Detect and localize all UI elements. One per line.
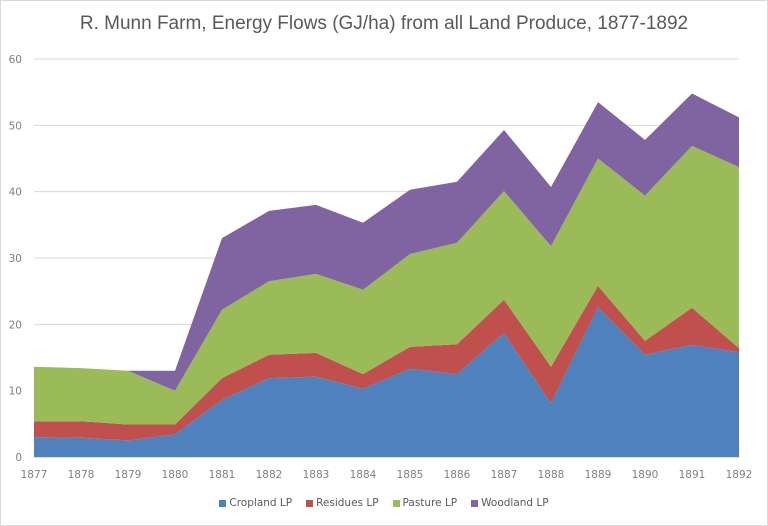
area-pasture-lp	[34, 145, 739, 425]
x-tick-label: 1878	[68, 469, 95, 481]
x-tick-label: 1885	[397, 469, 424, 481]
x-tick-label: 1887	[491, 469, 518, 481]
area-residues-lp	[34, 285, 739, 441]
y-tick-label: 40	[9, 187, 22, 199]
y-axis-ticks: 0 10 20 30 40 50 60	[9, 54, 22, 464]
area-cropland-lp	[34, 307, 739, 457]
x-tick-label: 1888	[538, 469, 565, 481]
legend-item: Pasture LP	[392, 497, 458, 509]
y-tick-label: 10	[9, 386, 22, 398]
x-tick-label: 1889	[585, 469, 612, 481]
x-tick-label: 1880	[162, 469, 189, 481]
legend-swatch	[306, 499, 314, 507]
y-tick-label: 0	[15, 452, 22, 464]
x-tick-label: 1884	[350, 469, 377, 481]
chart-legend: Cropland LP Residues LP Pasture LP Woodland…	[0, 497, 768, 509]
chart-title: R. Munn Farm, Energy Flows (GJ/ha) from …	[79, 13, 689, 34]
area-woodland-lp	[34, 93, 739, 391]
legend-label: Cropland LP	[229, 497, 293, 509]
x-tick-label: 1879	[115, 469, 142, 481]
x-tick-label: 1892	[726, 469, 753, 481]
x-tick-label: 1877	[21, 469, 48, 481]
legend-label: Residues LP	[316, 497, 379, 509]
y-tick-label: 30	[9, 253, 22, 265]
y-tick-label: 20	[9, 319, 22, 331]
legend-item: Cropland LP	[219, 497, 292, 509]
legend-swatch	[471, 499, 479, 507]
x-tick-label: 1882	[256, 469, 283, 481]
y-tick-label: 60	[9, 54, 22, 66]
x-tick-label: 1883	[303, 469, 330, 481]
x-axis-ticks: 1877 1878 1879 1880 1881 1882 1883 1884 1885 1886…	[21, 469, 753, 481]
x-tick-label: 1891	[679, 469, 706, 481]
legend-swatch	[219, 499, 227, 507]
area-series	[34, 93, 739, 457]
legend-item: Woodland LP	[471, 497, 549, 509]
legend-item: Residues LP	[306, 497, 379, 509]
legend-label: Pasture LP	[402, 497, 458, 509]
x-tick-label: 1881	[209, 469, 236, 481]
y-tick-label: 50	[9, 120, 22, 132]
legend-label: Woodland LP	[481, 497, 549, 509]
x-tick-label: 1886	[444, 469, 471, 481]
x-tick-label: 1890	[632, 469, 659, 481]
legend-swatch	[392, 499, 400, 507]
